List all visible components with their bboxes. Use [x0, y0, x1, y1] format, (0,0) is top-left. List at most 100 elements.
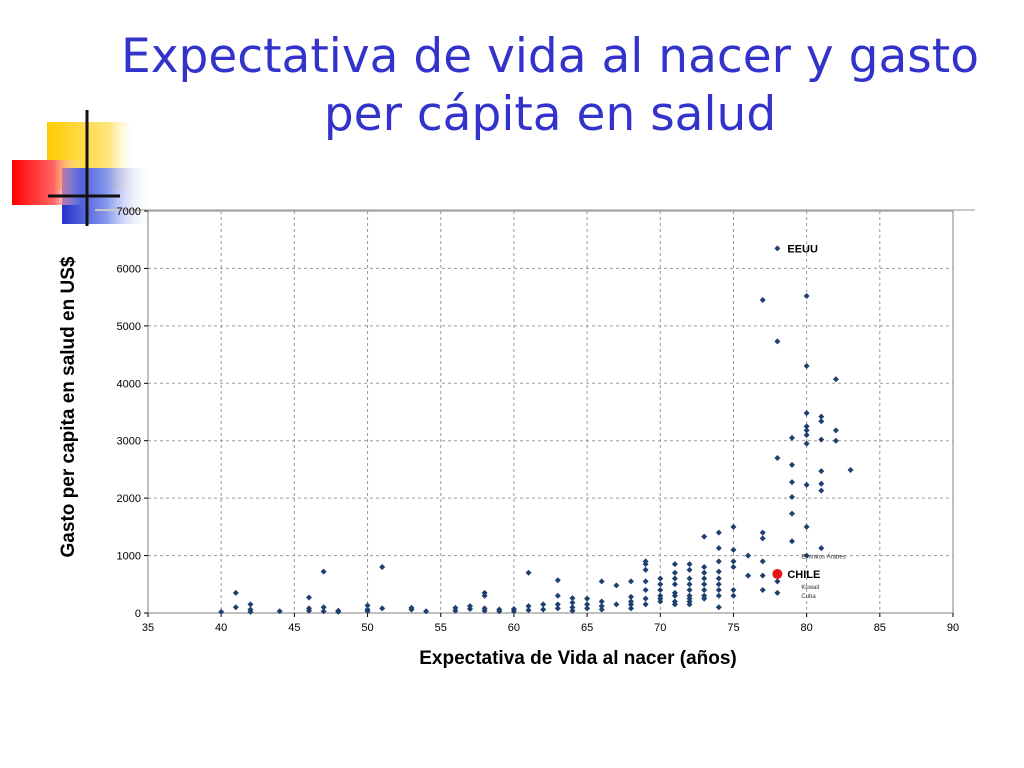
data-point [452, 607, 459, 614]
scatter-chart: 35 40 45 50 55 60 65 70 75 80 85 90 0 1000 2000 3000 400… [0, 190, 1024, 690]
data-point [364, 602, 371, 609]
data-point [628, 605, 634, 612]
data-point [803, 552, 810, 559]
data-point [701, 587, 708, 594]
data-point [657, 575, 664, 582]
data-point [745, 572, 752, 579]
data-point [832, 437, 839, 444]
x-tick-label: 75 [727, 622, 739, 634]
data-point [832, 427, 839, 434]
data-point [247, 608, 254, 615]
data-point [569, 604, 576, 611]
decorative-squares-graphic [12, 110, 152, 226]
y-tick-label: 4000 [117, 378, 141, 390]
data-point [247, 601, 254, 608]
data-point [789, 434, 795, 441]
data-point [481, 607, 488, 614]
data-point [759, 529, 766, 536]
x-axis-label: Expectativa de Vida al nacer (años) [419, 648, 737, 669]
data-point [759, 587, 766, 594]
data-point [715, 604, 722, 611]
data-point [554, 592, 561, 599]
data-point [364, 608, 371, 615]
data-point [715, 529, 722, 536]
data-point [803, 431, 810, 438]
data-point [584, 601, 591, 608]
data-point [774, 589, 781, 596]
data-point [803, 427, 810, 434]
data-point [715, 568, 722, 575]
data-point [467, 605, 473, 612]
x-tick-label: 45 [288, 622, 300, 634]
data-point [818, 487, 825, 494]
chart-points [218, 292, 854, 615]
x-tick-label: 85 [874, 622, 886, 634]
data-point [715, 575, 722, 582]
data-point [701, 533, 708, 540]
data-point [423, 608, 430, 615]
data-point [818, 413, 825, 420]
data-point [232, 604, 239, 611]
data-point [584, 605, 591, 612]
y-tick-label: 6000 [117, 263, 141, 275]
data-point [730, 564, 737, 571]
y-tick-label: 3000 [117, 436, 141, 448]
scatter-chart-svg: 35 40 45 50 55 60 65 70 75 80 85 90 0 1000 2000 3000 400… [58, 206, 975, 669]
data-point [613, 601, 620, 608]
data-point [715, 587, 722, 594]
slide-title: Expectativa de vida al nacer y gasto per… [121, 29, 979, 142]
y-tick-label: 0 [135, 608, 141, 620]
data-point [379, 564, 386, 571]
x-tick-label: 35 [142, 622, 154, 634]
data-point [540, 606, 547, 613]
data-point [218, 608, 225, 615]
data-point [613, 582, 620, 589]
x-tick-label: 40 [215, 622, 227, 634]
data-point [306, 607, 312, 614]
data-point [671, 592, 678, 599]
data-point [320, 604, 327, 611]
data-point [701, 575, 708, 582]
x-tick-label: 60 [508, 622, 520, 634]
x-tick-label: 90 [947, 622, 959, 634]
data-point [671, 581, 678, 588]
data-point [540, 601, 547, 608]
data-point [789, 461, 795, 468]
data-point [554, 577, 561, 584]
data-point [642, 587, 649, 594]
data-point [818, 418, 825, 425]
data-point [671, 569, 678, 576]
data-point [818, 468, 825, 475]
data-point [745, 552, 752, 559]
data-point [657, 581, 664, 588]
plot-area-border [147, 210, 954, 614]
data-point [686, 581, 693, 588]
data-point [232, 589, 239, 596]
data-point [554, 601, 561, 608]
data-point [642, 578, 649, 585]
data-point [730, 558, 737, 565]
chart-tick-labels: 35 40 45 50 55 60 65 70 75 80 85 90 0 1000 2000 3000 400… [117, 206, 960, 634]
data-point [335, 608, 342, 615]
annotation-eeuu: EEUU [787, 243, 818, 255]
data-point [715, 581, 722, 588]
data-point [525, 603, 532, 610]
data-point [832, 376, 839, 383]
data-point [759, 572, 766, 579]
data-point [803, 363, 810, 370]
data-point [818, 545, 825, 552]
data-point [701, 564, 708, 571]
data-point [496, 608, 503, 615]
data-point [320, 568, 327, 575]
data-point [789, 493, 795, 500]
data-point [686, 575, 693, 582]
data-point [803, 423, 810, 430]
data-point [598, 578, 605, 585]
data-point [774, 454, 781, 461]
data-point [642, 595, 649, 602]
data-point [818, 436, 825, 443]
y-tick-label: 5000 [117, 321, 141, 333]
data-point [701, 569, 708, 576]
data-point [789, 479, 795, 486]
data-point [759, 535, 766, 542]
